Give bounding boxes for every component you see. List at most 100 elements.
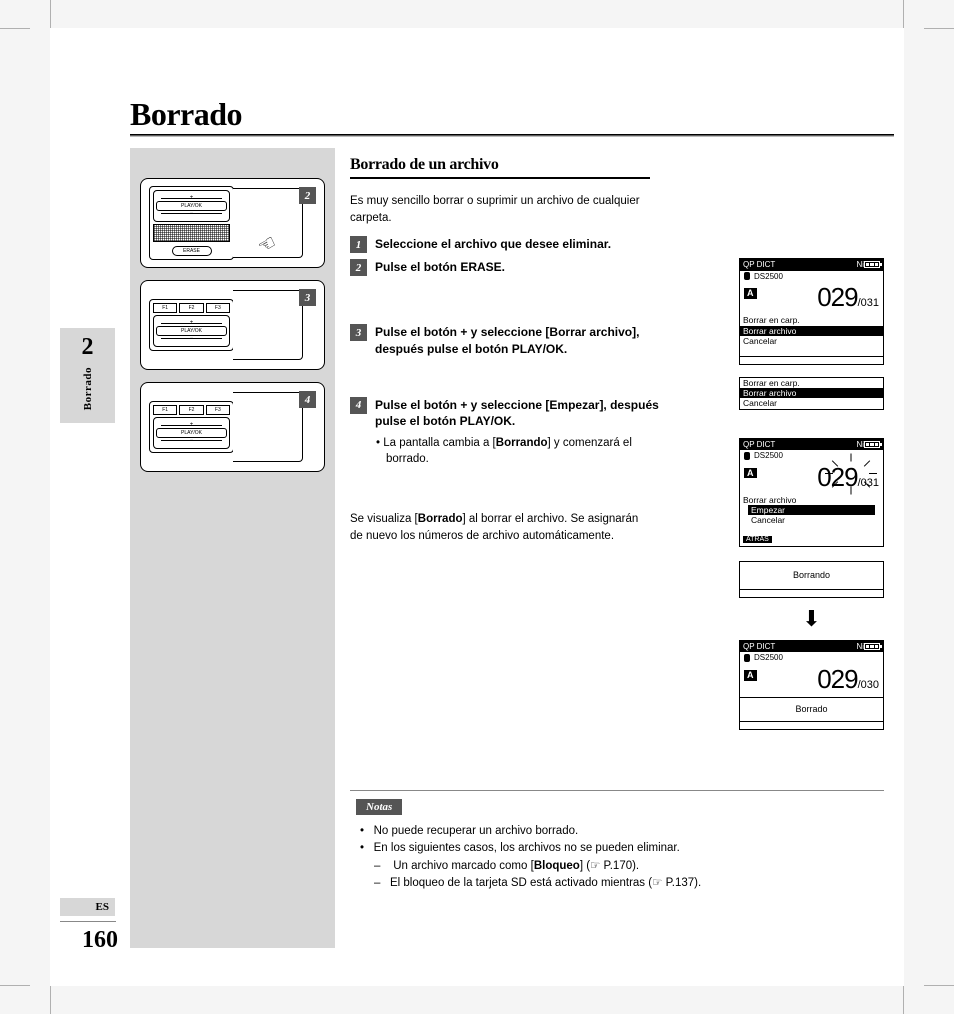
title-rule <box>130 134 894 137</box>
device-diagram-step3: 3 F1 F2 F3 + PLAY/OK − <box>140 280 325 370</box>
lcd-screen-borrando: Borrando <box>739 561 884 598</box>
mic-icon <box>743 272 751 280</box>
text-bold: Borrar archivo <box>549 325 632 339</box>
crop-mark <box>50 0 51 30</box>
note-1: No puede recuperar un archivo borrado. <box>350 823 884 840</box>
text-part: Pulse el botón + y seleccione [ <box>375 325 549 339</box>
menu-borrar-archivo: Borrar archivo <box>740 495 883 505</box>
down-arrow-icon: ⬇ <box>739 608 884 630</box>
lcd-header: QP DICT <box>743 642 775 652</box>
device-diagram-step4: 4 F1 F2 F3 + PLAY/OK − <box>140 382 325 472</box>
mic-icon <box>743 654 751 662</box>
step-text: Pulse el botón + y seleccione [Empezar],… <box>375 397 660 429</box>
crop-mark <box>924 985 954 986</box>
folder-name: DS2500 <box>754 451 783 461</box>
status-borrando: Borrando <box>740 562 883 589</box>
crop-mark <box>924 28 954 29</box>
text-part: Un archivo marcado como [ <box>393 860 534 872</box>
text-bold: Bloqueo <box>534 860 580 872</box>
file-number: 029 <box>817 664 857 694</box>
content-area: Borrado de un archivo Es muy sencillo bo… <box>350 156 884 545</box>
menu-borrar-en-carp: Borrar en carp. <box>740 378 883 388</box>
notes-section: Notas No puede recuperar un archivo borr… <box>350 790 884 892</box>
text-part: La pantalla cambia a [ <box>383 437 496 449</box>
f1-button: F1 <box>153 303 177 313</box>
step-badge: 2 <box>299 187 316 204</box>
recorder-icon: F1 F2 F3 + PLAY/OK − <box>149 299 234 351</box>
menu-cancelar: Cancelar <box>740 515 883 525</box>
result-text: Se visualiza [Borrado] al borrar el arch… <box>350 511 650 544</box>
device-diagram-step2: 2 + PLAY/OK − ERASE ☜ <box>140 178 325 268</box>
ni-label: Ni <box>856 642 864 651</box>
menu-empezar-selected: Empezar <box>748 505 875 515</box>
manual-page: Borrado 2 Borrado 2 + PLAY/OK − ERASE ☜ … <box>50 28 904 986</box>
play-ok-button: PLAY/OK <box>156 428 227 438</box>
step-number: 2 <box>350 259 367 276</box>
chapter-tab: 2 Borrado <box>60 328 115 423</box>
file-total: /031 <box>858 297 879 309</box>
f2-button: F2 <box>179 303 203 313</box>
speaker-grille <box>153 224 230 242</box>
diagram-column: 2 + PLAY/OK − ERASE ☜ 3 F1 F2 F3 <box>130 148 335 948</box>
recorder-icon: + PLAY/OK − ERASE <box>149 186 234 260</box>
step-3: 3 Pulse el botón + y seleccione [Borrar … <box>350 324 660 356</box>
step-number: 3 <box>350 324 367 341</box>
intro-text: Es muy sencillo borrar o suprimir un arc… <box>350 193 650 226</box>
chapter-label: Borrado <box>82 367 94 410</box>
text-part: Pulse el botón + y seleccione [ <box>375 398 549 412</box>
note-2a: Un archivo marcado como [Bloqueo] (☞ P.1… <box>350 858 884 875</box>
step-text: Seleccione el archivo que desee eliminar… <box>375 236 611 253</box>
crop-mark <box>50 984 51 1014</box>
step-text: Pulse el botón + y seleccione [Borrar ar… <box>375 324 660 356</box>
note-2: En los siguientes casos, los archivos no… <box>350 840 884 857</box>
folder-name: DS2500 <box>754 653 783 663</box>
language-tab: ES <box>60 898 115 916</box>
step-badge: 3 <box>299 289 316 306</box>
f1-button: F1 <box>153 405 177 415</box>
folder-name: DS2500 <box>754 272 783 282</box>
lcd-screen-menu-only: Borrar en carp. Borrar archivo Cancelar <box>739 377 884 410</box>
file-number: 029 <box>817 282 857 312</box>
ni-label: Ni <box>856 260 864 269</box>
battery-icon: Ni <box>856 642 880 652</box>
atras-label: ATRÁS <box>740 535 883 545</box>
device-side <box>233 392 303 462</box>
crop-mark <box>903 984 904 1014</box>
play-ok-button: PLAY/OK <box>156 326 227 336</box>
atras-text: ATRÁS <box>743 536 772 543</box>
menu-borrar-en-carp: Borrar en carp. <box>740 315 883 325</box>
step-number: 4 <box>350 397 367 414</box>
step-number: 1 <box>350 236 367 253</box>
file-total: /030 <box>858 679 879 691</box>
text-bold: Empezar <box>549 398 599 412</box>
status-borrado: Borrado <box>740 698 883 721</box>
crop-mark <box>0 985 30 986</box>
menu-cancelar: Cancelar <box>740 336 883 346</box>
note-2b: El bloqueo de la tarjeta SD está activad… <box>350 875 884 892</box>
footer-rule <box>60 921 116 922</box>
notes-rule <box>350 790 884 791</box>
step-text: Pulse el botón ERASE. <box>375 259 505 276</box>
crop-mark <box>0 28 30 29</box>
menu-cancelar: Cancelar <box>740 398 883 408</box>
lcd-screen-empezar: QP DICT Ni DS2500 A 029/031 <box>739 438 884 547</box>
play-ok-button: PLAY/OK <box>156 201 227 211</box>
file-number: 029 <box>817 462 857 492</box>
folder-letter: A <box>744 468 757 479</box>
f3-button: F3 <box>206 405 230 415</box>
section-heading: Borrado de un archivo <box>350 156 650 179</box>
step-1: 1 Seleccione el archivo que desee elimin… <box>350 236 660 253</box>
text-part: Se visualiza [ <box>350 513 418 525</box>
f2-button: F2 <box>179 405 203 415</box>
text-part: ] (☞ P.170). <box>580 860 639 872</box>
lcd-header: QP DICT <box>743 260 775 270</box>
mic-icon <box>743 452 751 460</box>
lcd-screens: QP DICT Ni DS2500 A 029/031 Borrar en ca… <box>739 258 884 730</box>
step-4-bullet: La pantalla cambia a [Borrando] y comenz… <box>350 435 660 467</box>
recorder-icon: F1 F2 F3 + PLAY/OK − <box>149 401 234 453</box>
page-title: Borrado <box>130 96 242 133</box>
lcd-header: QP DICT <box>743 440 775 450</box>
text-bold: Borrando <box>496 437 548 449</box>
page-number: 160 <box>82 927 118 954</box>
device-side <box>233 290 303 360</box>
